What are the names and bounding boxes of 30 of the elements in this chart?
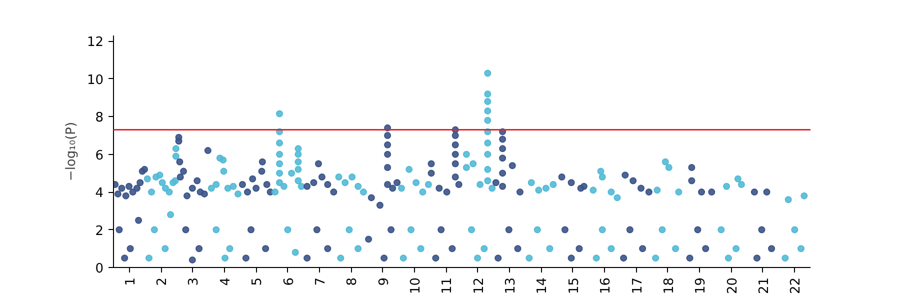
x-tick-label: 12	[472, 277, 487, 294]
x-tick-label: 21	[756, 277, 772, 294]
x-tick-label: 8	[345, 277, 360, 286]
y-axis-title: −log₁₀(P)	[64, 122, 79, 182]
x-tick-label: 5	[250, 277, 266, 286]
y-tick-label: 10	[86, 72, 104, 88]
x-tick-label: 14	[535, 277, 550, 294]
x-tick-label: 9	[376, 277, 392, 286]
x-tick-label: 15	[566, 277, 582, 294]
x-tick-label: 4	[218, 277, 234, 286]
x-tick-label: 11	[440, 277, 456, 294]
x-tick-label: 6	[282, 277, 297, 286]
y-tick-label: 12	[86, 35, 104, 50]
x-tick-label: 1	[123, 277, 138, 286]
y-tick-label: 0	[95, 262, 104, 276]
x-tick-label: 16	[598, 277, 614, 294]
y-tick-label: 6	[95, 148, 104, 164]
x-tick-label: 19	[694, 277, 709, 294]
y-tick-label: 4	[95, 186, 104, 202]
x-tick-label: 20	[725, 277, 740, 294]
x-tick-label: 18	[662, 277, 677, 294]
x-tick-label: 13	[504, 277, 519, 294]
y-tick-label: 8	[95, 110, 104, 126]
x-tick-label: 10	[408, 277, 424, 294]
y-tick-label: 2	[95, 224, 104, 239]
x-tick-label: 3	[186, 277, 202, 286]
x-tick-label: 22	[788, 277, 804, 294]
x-tick-label: 7	[313, 277, 328, 286]
x-tick-label: 17	[630, 277, 646, 294]
x-tick-label: 2	[155, 277, 170, 286]
